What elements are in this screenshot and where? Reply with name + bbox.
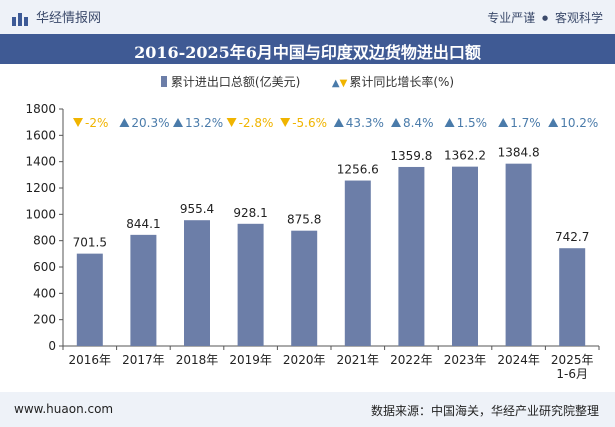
bar-value-label: 1256.6: [337, 163, 379, 177]
bar-value-label: 955.4: [180, 202, 214, 216]
slogan-right: 客观科学: [554, 11, 603, 25]
y-tick-label: 1600: [25, 128, 56, 142]
y-tick-label: 0: [48, 339, 56, 353]
x-tick-label: 2020年: [283, 353, 326, 367]
x-tick-label: 2016年: [69, 353, 112, 367]
bar-value-label: 844.1: [126, 217, 160, 231]
footer-site: www.huaon.com: [14, 402, 114, 416]
x-tick-label: 2022年: [390, 353, 433, 367]
growth-up-triangle-icon: [444, 118, 455, 127]
growth-rate-label: 10.2%: [560, 116, 598, 130]
growth-rate-label: -2%: [85, 116, 108, 130]
legend-label-total: 累计进出口总额(亿美元): [170, 75, 301, 89]
growth-up-triangle-icon: [498, 118, 509, 127]
y-tick-label: 1200: [25, 181, 56, 195]
y-tick-label: 400: [33, 286, 56, 300]
bar: [130, 234, 157, 346]
y-tick-label: 1400: [25, 155, 56, 169]
brand-logo-icon: [12, 11, 30, 26]
bar: [291, 230, 318, 346]
legend: 累计进出口总额(亿美元) ▲▼ 累计同比增长率(%): [0, 73, 615, 90]
legend-label-growth: 累计同比增长率(%): [349, 75, 455, 89]
bar: [184, 220, 210, 346]
top-bar: 华经情报网 专业严谨 ● 客观科学: [0, 0, 615, 34]
growth-rate-label: 1.5%: [457, 116, 488, 130]
growth-rate-label: -5.6%: [292, 116, 327, 130]
x-tick-label: 2024年: [497, 353, 540, 367]
bar-value-label: 875.8: [287, 213, 321, 227]
chart-title: 2016-2025年6月中国与印度双边货物进出口额: [134, 43, 481, 62]
legend-down-triangle-icon: ▼: [339, 78, 348, 89]
bar: [452, 166, 478, 346]
bar-value-label: 1362.2: [444, 149, 486, 163]
bar: [398, 166, 425, 346]
growth-rate-label: 20.3%: [131, 116, 169, 130]
y-tick-label: 1000: [25, 207, 56, 221]
footer-bar: www.huaon.com 数据来源：中国海关，华经产业研究院整理: [0, 392, 615, 427]
y-tick-label: 600: [33, 260, 56, 274]
growth-up-triangle-icon: [333, 118, 344, 127]
bar: [505, 163, 532, 346]
brand-name: 华经情报网: [36, 11, 102, 26]
bar: [344, 180, 371, 346]
slogan-separator-icon: ●: [542, 14, 549, 22]
slogan: 专业严谨 ● 客观科学: [487, 9, 603, 26]
growth-rate-label: 8.4%: [403, 116, 434, 130]
growth-down-triangle-icon: [280, 118, 291, 127]
bar-value-label: 928.1: [233, 206, 267, 220]
y-tick-label: 1800: [25, 102, 56, 116]
bar: [237, 223, 264, 346]
y-tick-label: 200: [33, 313, 56, 327]
growth-rate-label: -2.8%: [239, 116, 274, 130]
bar-value-label: 1384.8: [498, 146, 540, 160]
bar-value-label: 742.7: [555, 230, 589, 244]
x-tick-label: 2019年: [229, 353, 272, 367]
x-tick-label: 2025年: [551, 353, 594, 367]
footer-source: 数据来源：中国海关，华经产业研究院整理: [370, 404, 599, 418]
x-tick-label: 1-6月: [556, 367, 588, 381]
brand: 华经情报网: [12, 7, 101, 26]
bar: [559, 248, 586, 346]
growth-rate-label: 1.7%: [510, 116, 541, 130]
growth-down-triangle-icon: [226, 118, 237, 127]
growth-up-triangle-icon: [391, 118, 401, 127]
bar-value-label: 701.5: [73, 236, 107, 250]
growth-up-triangle-icon: [119, 118, 130, 127]
bar-value-label: 1359.8: [390, 149, 432, 163]
growth-down-triangle-icon: [73, 118, 83, 127]
x-tick-label: 2023年: [444, 353, 487, 367]
x-tick-label: 2018年: [176, 353, 219, 367]
x-tick-label: 2017年: [122, 353, 165, 367]
growth-rate-label: 43.3%: [346, 116, 384, 130]
legend-up-triangle-icon: ▲: [331, 78, 340, 89]
title-bar: 2016-2025年6月中国与印度双边货物进出口额: [0, 34, 615, 64]
y-tick-label: 800: [33, 234, 56, 248]
growth-up-triangle-icon: [548, 118, 559, 127]
x-tick-label: 2021年: [337, 353, 380, 367]
legend-swatch-total: [160, 76, 167, 87]
bar: [76, 253, 103, 346]
growth-up-triangle-icon: [173, 118, 183, 127]
growth-rate-label: 13.2%: [185, 116, 223, 130]
slogan-left: 专业严谨: [487, 11, 536, 25]
